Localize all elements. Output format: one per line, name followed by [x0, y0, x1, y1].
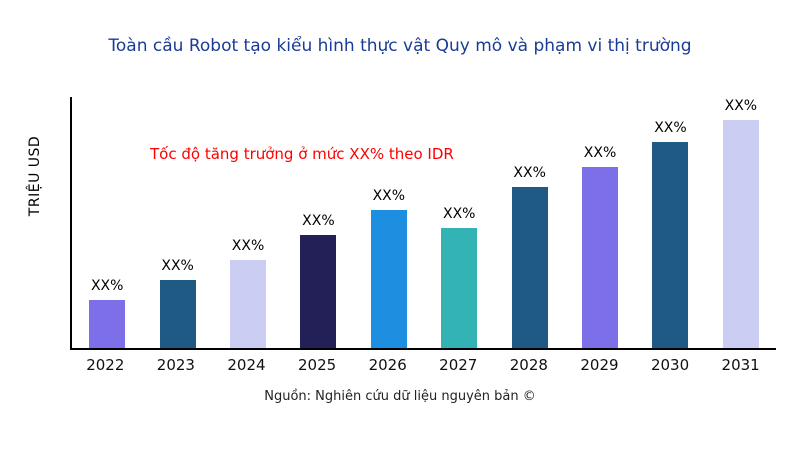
chart-title: Toàn cầu Robot tạo kiểu hình thực vật Qu… — [108, 36, 692, 56]
bar-value-label: XX% — [302, 213, 335, 230]
bar-value-label: XX% — [583, 145, 617, 162]
x-tick-label: 2022 — [86, 356, 125, 374]
bar — [722, 119, 759, 348]
bar-value-label: XX% — [161, 258, 194, 275]
bar-column-2025: XX% — [283, 97, 353, 348]
bar-value-label: XX% — [442, 205, 476, 222]
x-tick-label: 2026 — [368, 356, 407, 374]
x-tick-label: 2031 — [721, 356, 760, 374]
bar — [230, 260, 267, 348]
x-tick-label: 2023 — [156, 356, 195, 374]
bar — [441, 227, 478, 348]
growth-rate-annotation: Tốc độ tăng trưởng ở mức XX% theo IDR — [150, 145, 454, 163]
bar-value-label: XX% — [231, 238, 265, 255]
bar-value-label: XX% — [372, 187, 406, 204]
bar-value-label: XX% — [513, 165, 546, 182]
bar — [159, 280, 196, 348]
bar — [582, 167, 619, 348]
x-tick-label: 2027 — [439, 356, 478, 374]
bar-column-2028: XX% — [494, 97, 564, 348]
bar — [511, 187, 548, 348]
bar — [652, 142, 689, 348]
bar-value-label: XX% — [654, 120, 687, 137]
x-tick-label: 2030 — [650, 356, 690, 374]
x-axis-labels: 2022 2023 2024 2025 2026 2027 2028 2029 2030 2031 — [70, 356, 776, 374]
source-attribution: Nguồn: Nghiên cứu dữ liệu nguyên bản © — [264, 389, 536, 404]
bar-column-2023: XX% — [142, 97, 212, 348]
bar — [370, 209, 407, 348]
bar — [300, 235, 337, 348]
bars-container: XX% XX% XX% XX% XX% XX% XX% XX% XX% XX% — [72, 97, 776, 348]
y-axis-label: TRIỆU USD — [27, 135, 43, 217]
bar-column-2022: XX% — [72, 97, 142, 348]
bar-value-label: XX% — [90, 278, 124, 295]
bar-column-2027: XX% — [424, 97, 494, 348]
x-tick-label: 2025 — [297, 356, 337, 374]
bar-column-2030: XX% — [635, 97, 705, 348]
bar-column-2031: XX% — [706, 97, 776, 348]
x-tick-label: 2029 — [580, 356, 619, 374]
bar-column-2024: XX% — [213, 97, 283, 348]
bar — [89, 300, 126, 348]
x-tick-label: 2024 — [227, 356, 266, 374]
plot-area: XX% XX% XX% XX% XX% XX% XX% XX% XX% XX% — [70, 97, 776, 350]
bar-value-label: XX% — [724, 97, 758, 114]
bar-column-2029: XX% — [565, 97, 635, 348]
x-tick-label: 2028 — [509, 356, 548, 374]
bar-column-2026: XX% — [354, 97, 424, 348]
